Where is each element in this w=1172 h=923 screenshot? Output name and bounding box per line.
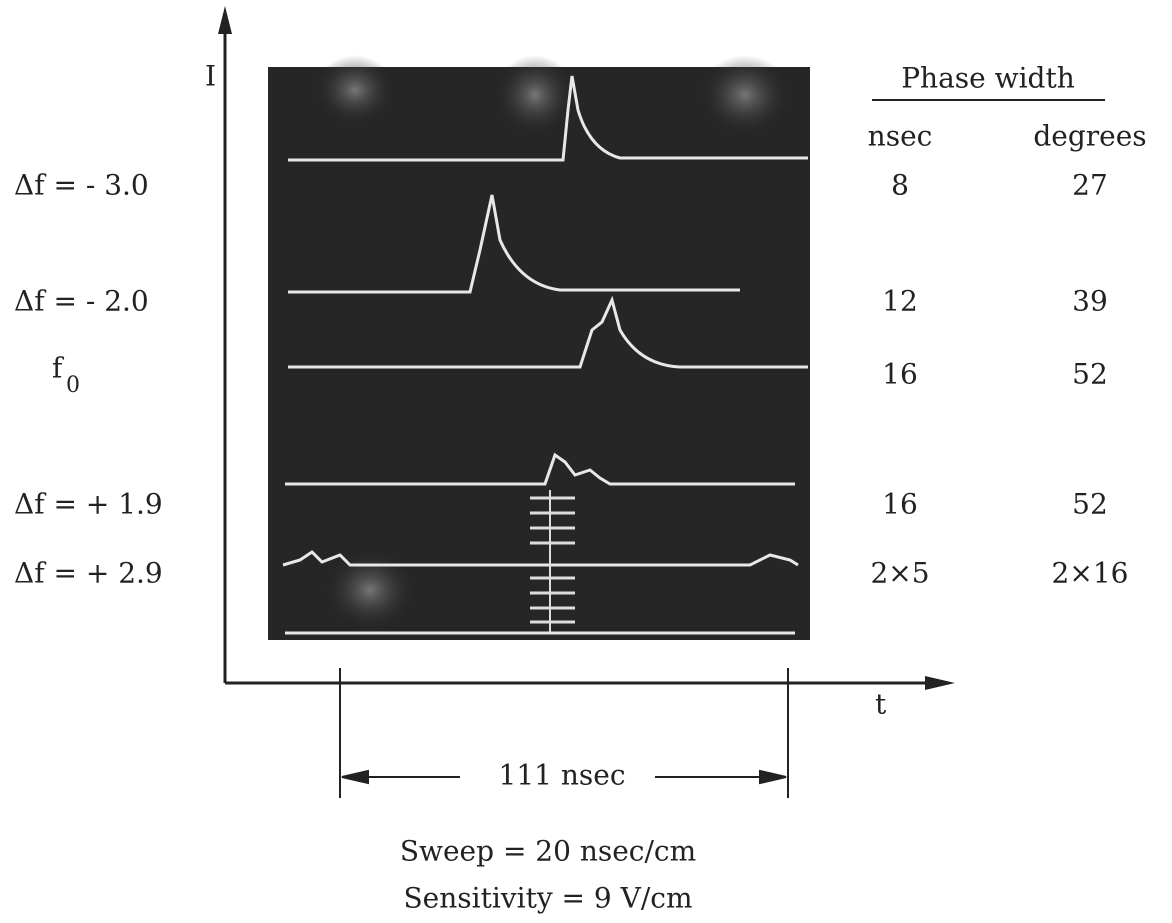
axes bbox=[218, 6, 955, 690]
nsec-value: 2×5 bbox=[870, 557, 929, 590]
dimension bbox=[339, 668, 789, 798]
nsec-value: 16 bbox=[882, 358, 918, 391]
nsec-value: 16 bbox=[882, 488, 918, 521]
nsec-value: 12 bbox=[882, 285, 918, 318]
column-header: degrees bbox=[1033, 120, 1146, 153]
column-header: nsec bbox=[868, 120, 933, 153]
degrees-value: 52 bbox=[1072, 358, 1108, 391]
caption: Sweep = 20 nsec/cm bbox=[400, 835, 696, 868]
row-label-subscript: 0 bbox=[66, 373, 80, 398]
degrees-value: 39 bbox=[1072, 285, 1108, 318]
degrees-value: 2×16 bbox=[1052, 557, 1129, 590]
caption: Sensitivity = 9 V/cm bbox=[403, 882, 692, 915]
dimension-label: 111 nsec bbox=[499, 759, 626, 792]
row-label: Δf = - 2.0 bbox=[14, 285, 149, 318]
degrees-value: 52 bbox=[1072, 488, 1108, 521]
y-axis-label: I bbox=[205, 60, 216, 93]
table-title: Phase width bbox=[901, 62, 1075, 95]
row-label: f bbox=[52, 352, 65, 385]
nsec-value: 8 bbox=[891, 169, 909, 202]
row-label: Δf = + 1.9 bbox=[14, 488, 163, 521]
x-axis-label: t bbox=[875, 688, 887, 721]
row-label: Δf = + 2.9 bbox=[14, 557, 163, 590]
degrees-value: 27 bbox=[1072, 169, 1108, 202]
oscillogram bbox=[268, 55, 810, 640]
row-label: Δf = - 3.0 bbox=[14, 169, 149, 202]
